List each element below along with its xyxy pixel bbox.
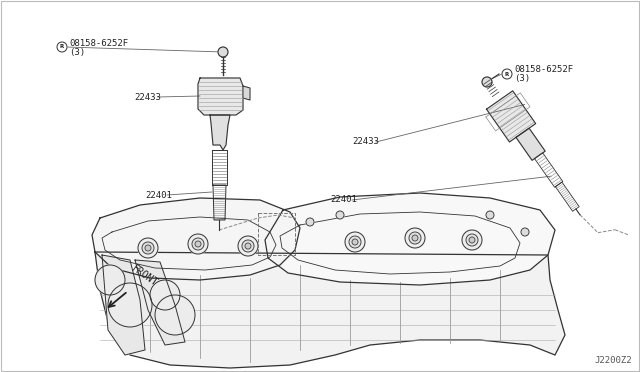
Polygon shape xyxy=(516,128,545,160)
Circle shape xyxy=(95,265,125,295)
Circle shape xyxy=(405,228,425,248)
Circle shape xyxy=(218,47,228,57)
Polygon shape xyxy=(135,260,185,345)
Text: 22433: 22433 xyxy=(352,138,379,147)
Polygon shape xyxy=(210,115,230,150)
Text: 22401: 22401 xyxy=(145,190,172,199)
Circle shape xyxy=(409,232,421,244)
Text: 08158-6252F: 08158-6252F xyxy=(514,65,573,74)
Text: 22433: 22433 xyxy=(134,93,161,102)
Polygon shape xyxy=(198,78,243,115)
Polygon shape xyxy=(95,252,565,368)
Circle shape xyxy=(466,234,478,246)
Circle shape xyxy=(155,295,195,335)
Circle shape xyxy=(336,211,344,219)
Circle shape xyxy=(195,241,201,247)
Polygon shape xyxy=(92,198,300,280)
Text: (3): (3) xyxy=(514,74,530,83)
Circle shape xyxy=(192,238,204,250)
Circle shape xyxy=(306,218,314,226)
Circle shape xyxy=(145,245,151,251)
Circle shape xyxy=(345,232,365,252)
Polygon shape xyxy=(102,255,145,355)
Circle shape xyxy=(238,236,258,256)
Polygon shape xyxy=(265,193,555,285)
Circle shape xyxy=(188,234,208,254)
Circle shape xyxy=(412,235,418,241)
Circle shape xyxy=(108,283,152,327)
Text: R: R xyxy=(505,71,509,77)
Circle shape xyxy=(150,280,180,310)
Circle shape xyxy=(462,230,482,250)
Circle shape xyxy=(502,69,512,79)
Circle shape xyxy=(521,228,529,236)
Text: 08158-6252F: 08158-6252F xyxy=(69,38,128,48)
Text: FRONT: FRONT xyxy=(130,263,160,288)
Circle shape xyxy=(482,77,492,87)
Circle shape xyxy=(242,240,254,252)
Polygon shape xyxy=(486,91,536,142)
Circle shape xyxy=(138,238,158,258)
Text: R: R xyxy=(60,45,64,49)
Circle shape xyxy=(245,243,251,249)
Polygon shape xyxy=(243,86,250,100)
Text: (3): (3) xyxy=(69,48,85,57)
Circle shape xyxy=(486,211,494,219)
Circle shape xyxy=(352,239,358,245)
Circle shape xyxy=(469,237,475,243)
Text: 22401: 22401 xyxy=(330,196,357,205)
Circle shape xyxy=(142,242,154,254)
Circle shape xyxy=(349,236,361,248)
Text: J2200Z2: J2200Z2 xyxy=(595,356,632,365)
Circle shape xyxy=(57,42,67,52)
